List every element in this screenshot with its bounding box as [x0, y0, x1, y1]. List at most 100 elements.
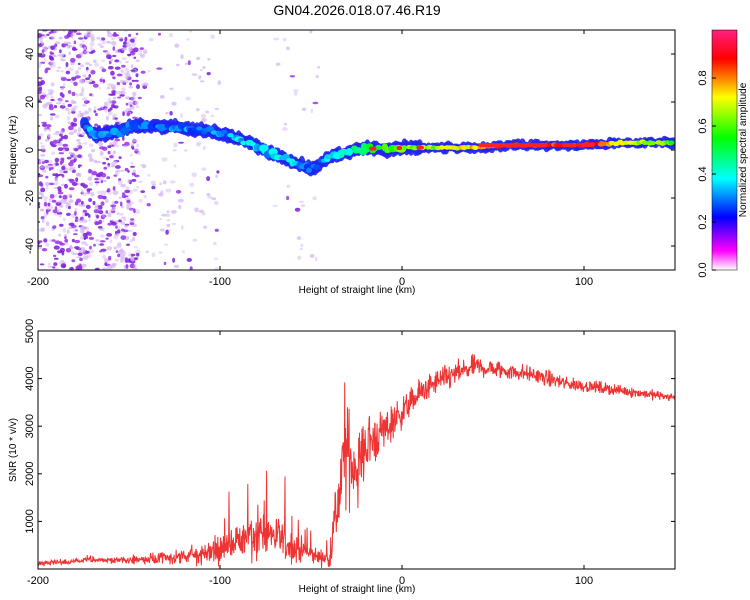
spectrogram-noise-point [52, 139, 58, 144]
spectrogram-noise-point [60, 199, 65, 203]
spectrogram-noise-point [45, 181, 50, 186]
snr-ytick-label: 4000 [24, 366, 36, 390]
spectrogram-xtick-label: -200 [27, 276, 49, 288]
spectrogram-noise-point [131, 79, 135, 83]
spectrogram-noise-point [95, 173, 102, 178]
spectrogram-noise-point [53, 267, 60, 270]
spectrogram-noise-point [159, 217, 163, 221]
spectrogram-noise-point [163, 261, 167, 266]
spectrogram-noise-point [55, 102, 62, 105]
spectrogram-noise-point [125, 43, 132, 48]
spectrogram-noise-point [57, 189, 62, 193]
spectrogram-noise-point [277, 62, 281, 66]
spectrogram-noise-point [125, 186, 130, 190]
spectrogram-noise-point [186, 257, 192, 262]
spectrogram-noise-point [147, 174, 151, 177]
spectrogram-noise-point [108, 100, 113, 104]
spectrogram-noise-point [118, 156, 122, 160]
spectrogram-noise-point [98, 86, 102, 90]
spectrogram-noise-point [57, 191, 64, 195]
spectrogram-noise-point [81, 86, 85, 90]
spectrogram-noise-point [64, 43, 68, 46]
spectrogram-noise-point [43, 58, 47, 62]
spectrogram-noise-point [58, 36, 63, 40]
spectrogram-noise-point [82, 184, 88, 189]
spectrogram-noise-point [81, 97, 88, 101]
spectrogram-noise-point [73, 233, 78, 236]
spectrogram-noise-point [128, 33, 132, 38]
spectrogram-noise-point [45, 242, 50, 247]
spectrogram-noise-point [159, 182, 163, 186]
spectrogram-noise-point [137, 150, 141, 155]
spectrogram-noise-point [105, 115, 110, 121]
spectrogram-noise-point [135, 249, 141, 255]
spectrogram-noise-point [111, 219, 115, 222]
spectrogram-noise-point [128, 229, 133, 233]
spectrogram-noise-point [40, 182, 44, 187]
spectrogram-noise-point [50, 166, 54, 170]
spectrogram-noise-point [214, 200, 219, 206]
spectrogram-ridge-core [132, 123, 140, 131]
spectrogram-noise-point [62, 227, 66, 233]
spectrogram-noise-point [90, 69, 96, 75]
spectrogram-noise-point [164, 243, 169, 246]
spectrogram-noise-point [76, 144, 80, 148]
spectrogram-noise-point [67, 110, 71, 116]
spectrogram-noise-point [82, 111, 88, 116]
spectrogram-ridge-peak [396, 146, 402, 150]
spectrogram-noise-point [111, 221, 117, 226]
spectrogram-noise-point [95, 239, 100, 242]
spectrogram-noise-point [112, 33, 118, 37]
spectrogram-noise-point [141, 83, 144, 87]
spectrogram-noise-point [105, 104, 110, 107]
spectrogram-noise-point [130, 165, 135, 168]
spectrogram-noise-point [315, 75, 319, 79]
spectrogram-noise-point [293, 89, 299, 93]
spectrogram-noise-point [59, 161, 63, 165]
spectrogram-noise-point [99, 66, 105, 69]
spectrogram-noise-point [133, 208, 136, 214]
snr-series-line [38, 353, 675, 569]
spectrogram-noise-point [120, 183, 126, 188]
spectrogram-noise-point [50, 205, 54, 210]
spectrogram-noise-point [119, 253, 125, 258]
spectrogram-noise-point [169, 32, 173, 38]
spectrogram-noise-point [86, 253, 92, 259]
spectrogram-noise-point [81, 40, 86, 43]
spectrogram-noise-point [114, 172, 119, 176]
spectrogram-noise-point [312, 196, 317, 201]
spectrogram-noise-point [172, 257, 176, 263]
spectrogram-noise-point [96, 214, 99, 219]
spectrogram-noise-point [88, 157, 94, 162]
spectrogram-noise-point [93, 159, 98, 164]
spectrogram-noise-point [119, 94, 125, 97]
spectrogram-noise-point [102, 195, 107, 200]
spectrogram-noise-point [39, 263, 45, 266]
spectrogram-noise-point [107, 65, 114, 70]
spectrogram-noise-point [129, 222, 135, 226]
spectrogram-noise-point [151, 185, 156, 190]
spectrogram-noise-point [41, 49, 45, 53]
spectrogram-noise-point [301, 107, 307, 112]
spectrogram-noise-point [130, 42, 137, 47]
spectrogram-noise-point [126, 112, 130, 117]
spectrogram-noise-point [89, 181, 93, 186]
spectrogram-noise-point [151, 183, 156, 186]
spectrogram-noise-point [88, 107, 92, 112]
spectrogram-noise-point [120, 221, 126, 225]
spectrogram-noise-point [51, 151, 56, 156]
spectrogram-noise-point [102, 161, 107, 165]
snr-ylabel: SNR (10 * v/v) [8, 418, 19, 482]
spectrogram-noise-point [140, 70, 146, 74]
spectrogram-noise-point [60, 157, 65, 161]
spectrogram-noise-point [73, 129, 78, 134]
spectrogram-noise-point [41, 145, 45, 150]
spectrogram-noise-point [138, 49, 143, 53]
spectrogram-noise-point [80, 112, 84, 118]
spectrogram-noise-point [173, 164, 177, 168]
spectrogram-ridge-peak [580, 143, 595, 147]
spectrogram-noise-point [55, 130, 60, 134]
spectrogram-noise-point [47, 265, 53, 268]
spectrogram-noise-point [86, 66, 89, 71]
spectrogram-noise-point [53, 132, 58, 136]
